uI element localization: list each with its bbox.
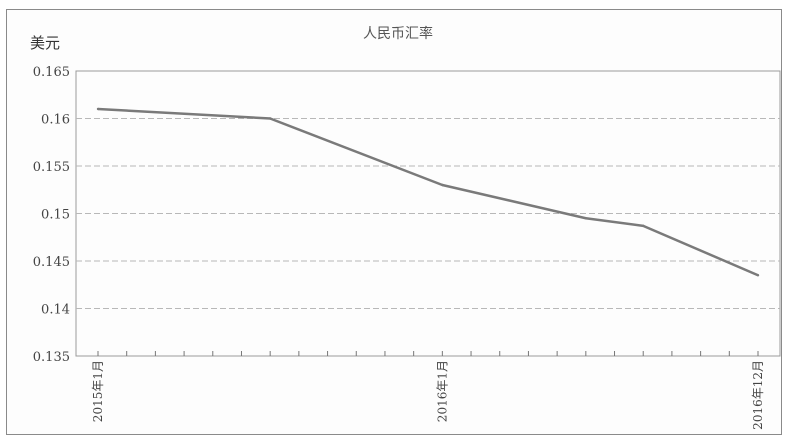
y-tick-label: 0.145 xyxy=(33,255,70,270)
y-tick-label: 0.14 xyxy=(41,303,70,318)
x-tick-label: 2015年1月 xyxy=(91,360,105,422)
chart-frame xyxy=(6,9,782,435)
data-point xyxy=(584,217,588,220)
x-tick-label: 2016年12月 xyxy=(751,360,765,430)
y-tick-label: 0.155 xyxy=(33,160,70,175)
data-point xyxy=(756,274,760,277)
y-tick-label: 0.16 xyxy=(41,113,70,128)
y-tick-label: 0.135 xyxy=(33,350,70,365)
y-tick-label: 0.165 xyxy=(33,65,70,80)
y-axis: 0.165 0.16 0.155 0.15 0.145 0.14 0.135 xyxy=(33,65,70,365)
series-layer xyxy=(96,107,760,277)
data-point xyxy=(268,117,272,120)
chart-title: 人民币汇率 xyxy=(363,25,433,42)
gridlines xyxy=(76,118,780,309)
x-axis: 2015年1月 2016年1月 2016年12月 xyxy=(91,351,765,430)
data-point xyxy=(441,183,444,187)
x-tick-label: 2016年1月 xyxy=(435,360,449,422)
data-point xyxy=(96,107,100,111)
data-point xyxy=(642,224,645,228)
series-line xyxy=(97,107,759,277)
y-tick-label: 0.15 xyxy=(41,208,70,223)
y-axis-unit-label: 美元 xyxy=(30,34,60,52)
